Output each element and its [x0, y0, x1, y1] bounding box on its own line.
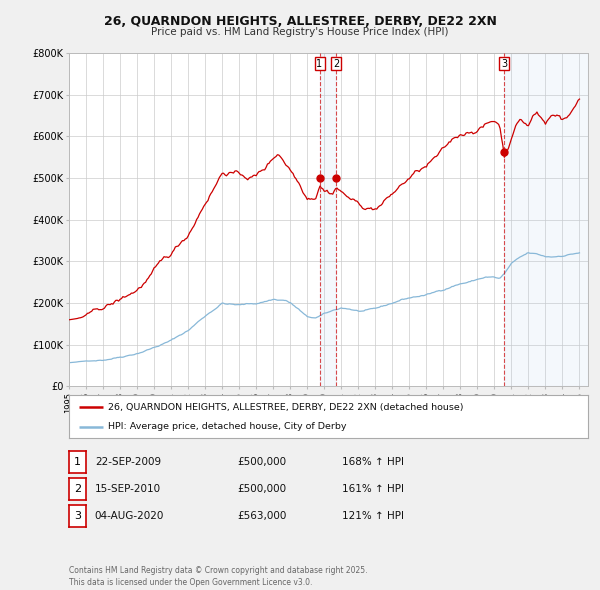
Text: Contains HM Land Registry data © Crown copyright and database right 2025.
This d: Contains HM Land Registry data © Crown c…: [69, 566, 367, 587]
Text: Price paid vs. HM Land Registry's House Price Index (HPI): Price paid vs. HM Land Registry's House …: [151, 27, 449, 37]
Text: 3: 3: [502, 58, 508, 68]
Text: 121% ↑ HPI: 121% ↑ HPI: [342, 512, 404, 521]
Text: 26, QUARNDON HEIGHTS, ALLESTREE, DERBY, DE22 2XN (detached house): 26, QUARNDON HEIGHTS, ALLESTREE, DERBY, …: [108, 403, 463, 412]
Text: £500,000: £500,000: [237, 457, 286, 467]
Text: 15-SEP-2010: 15-SEP-2010: [95, 484, 161, 494]
Bar: [505, 53, 588, 386]
Text: 2: 2: [74, 484, 81, 494]
Text: 04-AUG-2020: 04-AUG-2020: [95, 512, 164, 521]
Text: 26, QUARNDON HEIGHTS, ALLESTREE, DERBY, DE22 2XN: 26, QUARNDON HEIGHTS, ALLESTREE, DERBY, …: [104, 15, 496, 28]
Text: 1: 1: [74, 457, 81, 467]
Text: £500,000: £500,000: [237, 484, 286, 494]
Text: 22-SEP-2009: 22-SEP-2009: [95, 457, 161, 467]
Text: 1: 1: [316, 58, 323, 68]
Text: 3: 3: [74, 512, 81, 521]
Text: £563,000: £563,000: [237, 512, 286, 521]
Text: 2: 2: [333, 58, 340, 68]
Bar: [320, 53, 336, 386]
Text: 161% ↑ HPI: 161% ↑ HPI: [342, 484, 404, 494]
Text: HPI: Average price, detached house, City of Derby: HPI: Average price, detached house, City…: [108, 422, 346, 431]
Text: 168% ↑ HPI: 168% ↑ HPI: [342, 457, 404, 467]
